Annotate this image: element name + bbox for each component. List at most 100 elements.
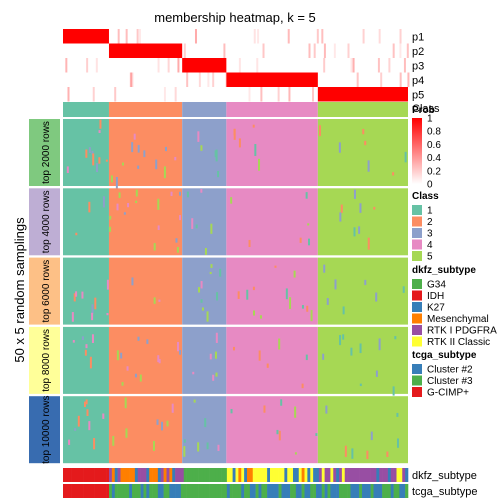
dkfz-subtype-cell [100,468,104,482]
membership-speckle [138,29,141,44]
dkfz-subtype-cell [373,468,377,482]
dkfz-subtype-cell [206,468,210,482]
dkfz-subtype-cell [192,468,196,482]
tcga-subtype-cell [134,484,139,498]
heatmap-noise [340,204,343,213]
dkfz-subtype-cell [396,468,400,482]
tcga-subtype-cell [221,484,225,498]
tcga-subtype-cell [249,484,254,498]
heatmap-noise [106,312,109,316]
sampling-group-label-5: top 10000 rows [41,396,52,464]
dkfz-subtype-cell [244,468,248,482]
dkfz-legend-swatch [412,302,422,312]
tcga-subtype-cell [218,484,222,498]
heatmap-noise [396,412,399,417]
heatmap-block-g5-class-1 [63,396,109,464]
heatmap-block-g1-class-3 [182,119,227,186]
dkfz-subtype-cell [83,468,87,482]
heatmap-noise [217,170,220,178]
tcga-subtype-cell [235,484,239,498]
heatmap-noise [163,166,166,179]
membership-speckle [238,58,241,73]
tcga-subtype-cell [364,484,369,498]
heatmap-noise [93,438,96,450]
dkfz-subtype-cell [123,468,127,482]
tcga-subtype-cell [189,484,193,498]
y-axis-label: 50 x 5 random samplings [12,217,27,363]
dkfz-subtype-cell [91,468,95,482]
heatmap-block-g4-class-2 [108,326,183,394]
heatmap-noise [246,289,249,300]
heatmap-noise [105,159,108,162]
prob-legend-tick: 1 [427,114,433,125]
heatmap-noise [197,131,200,142]
class-legend-label: 4 [427,240,433,251]
heatmap-block-g3-class-3 [182,257,227,325]
class-legend-label: 1 [427,206,433,217]
heatmap-noise [74,428,77,431]
heatmap-noise [318,125,321,137]
tcga-subtype-cell [172,484,176,498]
tcga-subtype-cell [65,484,70,498]
heatmap-noise [322,353,325,360]
membership-block-p4 [226,72,318,87]
dkfz-subtype-cell [172,468,176,482]
dkfz-subtype-cell [367,468,371,482]
tcga-subtype-cell [123,484,127,498]
heatmap-noise [325,405,328,414]
membership-block-p1 [63,29,109,44]
heatmap-noise [96,163,99,173]
heatmap-noise [293,270,296,278]
tcga-subtype-cell [140,484,144,498]
heatmap-block-g5-class-2 [108,396,183,464]
membership-speckle [356,72,359,87]
dkfz-subtype-cell [241,468,245,482]
tcga-legend-title: tcga_subtype [412,350,477,361]
heatmap-noise [120,352,123,359]
tcga-subtype-cell [387,484,392,498]
heatmap-noise [392,172,395,176]
dkfz-subtype-cell [134,468,139,482]
dkfz-legend-label: IDH [427,291,444,302]
heatmap-block-g3-class-5 [317,257,408,325]
dkfz-subtype-cell [111,468,116,482]
tcga-subtype-cell [367,484,371,498]
tcga-subtype-cell [180,484,185,498]
dkfz-subtype-cell [129,468,133,482]
heatmap-noise [212,374,215,381]
dkfz-legend-label: Mesenchymal [427,314,489,325]
dkfz-subtype-cell [209,468,213,482]
tcga-subtype-cell [238,484,242,498]
class-legend-title: Class [412,191,439,202]
heatmap-noise [263,405,266,413]
dkfz-subtype-cell [356,468,360,482]
heatmap-noise [175,238,178,243]
membership-speckle [347,43,350,58]
tcga-subtype-cell [111,484,116,498]
heatmap-noise [124,397,127,409]
tcga-subtype-cell [324,484,328,498]
membership-row-p1 [63,29,408,44]
prob-legend-gradient [412,118,422,184]
dkfz-subtype-cell [318,468,323,482]
dkfz-subtype-cell [186,468,190,482]
heatmap-noise [137,144,140,153]
dkfz-subtype-cell [353,468,357,482]
dkfz-subtype-cell [109,468,113,482]
membership-speckle [399,72,402,87]
dkfz-subtype-cell [399,468,403,482]
heatmap-noise [342,306,345,315]
heatmap-noise [375,370,378,377]
dkfz-subtype-cell [221,468,225,482]
heatmap-noise [359,383,362,387]
sampling-group-label-4: top 8000 rows [41,329,52,392]
tcga-subtype-cell [362,484,366,498]
membership-speckle [114,87,117,102]
tcga-subtype-cell [278,484,282,498]
heatmap-noise [192,371,195,375]
prob-legend-tick: 0.6 [427,140,441,151]
heatmap-block-g2-class-4 [226,188,318,256]
bottom-annotation-label-2: tcga_subtype [412,486,477,498]
membership-speckle [67,87,70,102]
dkfz-subtype-cell [295,468,300,482]
